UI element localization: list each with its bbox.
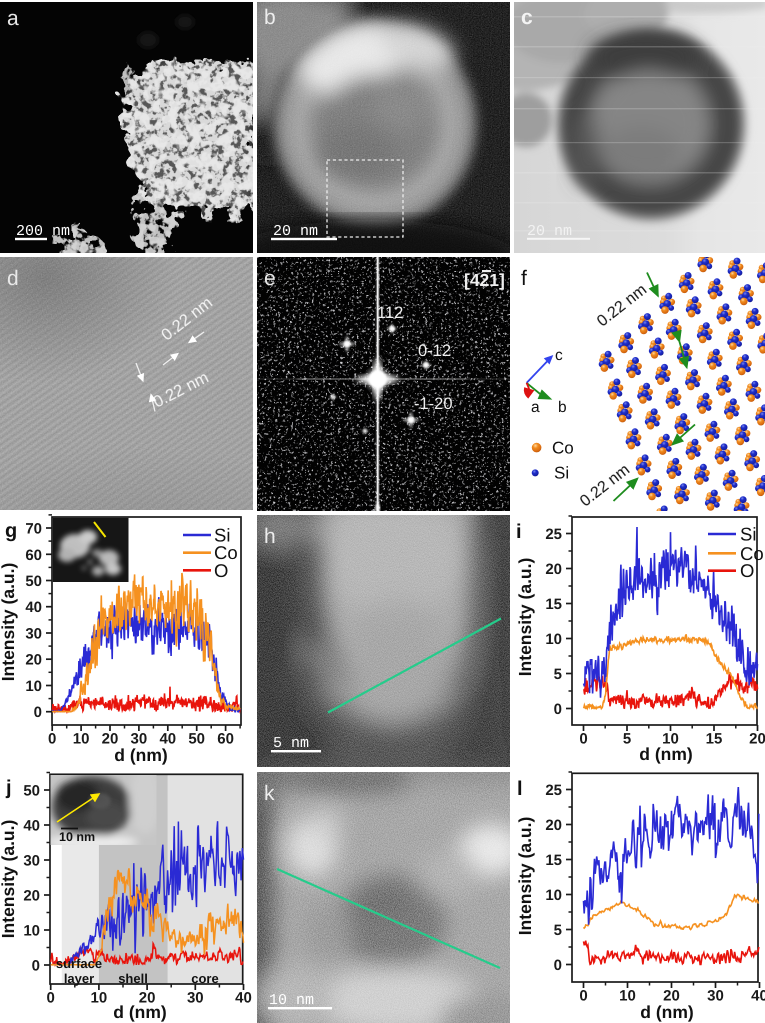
svg-text:15: 15 <box>706 731 723 748</box>
svg-text:a: a <box>531 399 540 416</box>
svg-text:20 nm: 20 nm <box>273 223 318 240</box>
svg-text:15: 15 <box>545 852 562 869</box>
svg-text:Si: Si <box>554 464 569 483</box>
svg-text:Co: Co <box>740 543 764 564</box>
svg-text:layer: layer <box>64 971 94 986</box>
svg-text:O: O <box>214 560 228 581</box>
svg-text:112: 112 <box>377 304 403 322</box>
svg-text:Intensity (a.u.): Intensity (a.u.) <box>515 558 535 677</box>
svg-text:30: 30 <box>131 731 148 748</box>
svg-text:10 nm: 10 nm <box>59 830 95 844</box>
svg-text:h: h <box>264 525 276 548</box>
svg-text:10: 10 <box>25 678 42 695</box>
svg-text:10: 10 <box>73 731 90 748</box>
svg-text:Si: Si <box>740 524 756 545</box>
svg-text:d (nm): d (nm) <box>639 744 692 764</box>
svg-text:c: c <box>555 347 563 364</box>
svg-text:d (nm): d (nm) <box>113 1002 166 1022</box>
svg-text:d (nm): d (nm) <box>114 745 167 765</box>
svg-text:0: 0 <box>554 957 562 974</box>
svg-text:40: 40 <box>159 731 176 748</box>
svg-text:5: 5 <box>554 922 562 939</box>
svg-text:20: 20 <box>545 561 562 578</box>
svg-text:a: a <box>7 7 19 30</box>
svg-text:b: b <box>558 399 567 416</box>
svg-text:40: 40 <box>23 818 40 835</box>
svg-text:d: d <box>7 267 19 290</box>
svg-text:5: 5 <box>554 666 562 683</box>
svg-text:10: 10 <box>545 887 562 904</box>
svg-text:shell: shell <box>118 971 148 986</box>
svg-text:0: 0 <box>579 731 587 748</box>
svg-text:40: 40 <box>235 990 252 1007</box>
svg-text:20 nm: 20 nm <box>527 223 572 240</box>
svg-text:surface: surface <box>56 956 102 971</box>
svg-text:e: e <box>264 267 276 290</box>
svg-text:O: O <box>740 560 754 581</box>
svg-text:5: 5 <box>623 731 631 748</box>
svg-text:0: 0 <box>48 731 56 748</box>
svg-text:0: 0 <box>32 958 40 975</box>
svg-text:0: 0 <box>34 704 42 721</box>
svg-text:f: f <box>521 267 527 290</box>
svg-text:g: g <box>5 520 17 542</box>
svg-text:10: 10 <box>91 990 108 1007</box>
svg-text:50: 50 <box>188 731 205 748</box>
svg-text:200 nm: 200 nm <box>16 223 70 240</box>
svg-text:Intensity (a.u.): Intensity (a.u.) <box>0 820 18 939</box>
svg-text:core: core <box>191 971 218 986</box>
svg-text:10: 10 <box>619 988 636 1005</box>
svg-text:0-12: 0-12 <box>418 342 451 360</box>
svg-text:60: 60 <box>25 547 42 564</box>
svg-text:Co: Co <box>552 439 574 458</box>
svg-text:Intensity (a.u.): Intensity (a.u.) <box>0 563 18 682</box>
svg-text:30: 30 <box>187 990 204 1007</box>
svg-text:0: 0 <box>47 990 55 1007</box>
svg-text:0.22 nm: 0.22 nm <box>577 461 633 510</box>
svg-text:10: 10 <box>662 731 679 748</box>
svg-text:20: 20 <box>25 652 42 669</box>
svg-text:20: 20 <box>102 731 119 748</box>
svg-text:30: 30 <box>25 626 42 643</box>
svg-text:10 nm: 10 nm <box>269 992 314 1009</box>
svg-text:40: 40 <box>25 599 42 616</box>
svg-text:j: j <box>5 777 12 799</box>
svg-text:20: 20 <box>663 988 680 1005</box>
svg-text:Si: Si <box>214 525 230 546</box>
svg-text:70: 70 <box>25 521 42 538</box>
svg-text:60: 60 <box>217 731 234 748</box>
svg-text:20: 20 <box>139 990 156 1007</box>
svg-text:0: 0 <box>554 701 562 718</box>
svg-text:i: i <box>516 521 522 543</box>
svg-text:30: 30 <box>23 853 40 870</box>
svg-text:c: c <box>521 6 533 29</box>
svg-text:20: 20 <box>749 731 765 748</box>
svg-text:50: 50 <box>25 573 42 590</box>
svg-text:b: b <box>264 6 276 29</box>
svg-text:20: 20 <box>545 817 562 834</box>
svg-text:50: 50 <box>23 783 40 800</box>
svg-text:0: 0 <box>579 988 587 1005</box>
svg-text:[421]: [421] <box>464 270 505 290</box>
svg-text:Intensity (a.u.): Intensity (a.u.) <box>515 817 535 936</box>
svg-text:10: 10 <box>23 923 40 940</box>
svg-text:40: 40 <box>751 988 765 1005</box>
svg-text:l: l <box>517 778 523 800</box>
svg-text:25: 25 <box>545 526 562 543</box>
svg-text:-1-20: -1-20 <box>414 395 453 413</box>
svg-text:20: 20 <box>23 888 40 905</box>
svg-text:k: k <box>264 782 275 805</box>
svg-text:Co: Co <box>214 542 238 563</box>
svg-text:15: 15 <box>545 596 562 613</box>
svg-text:30: 30 <box>707 988 724 1005</box>
svg-text:25: 25 <box>545 782 562 799</box>
svg-text:5 nm: 5 nm <box>273 735 309 752</box>
svg-text:d (nm): d (nm) <box>640 1002 693 1022</box>
svg-text:10: 10 <box>545 631 562 648</box>
